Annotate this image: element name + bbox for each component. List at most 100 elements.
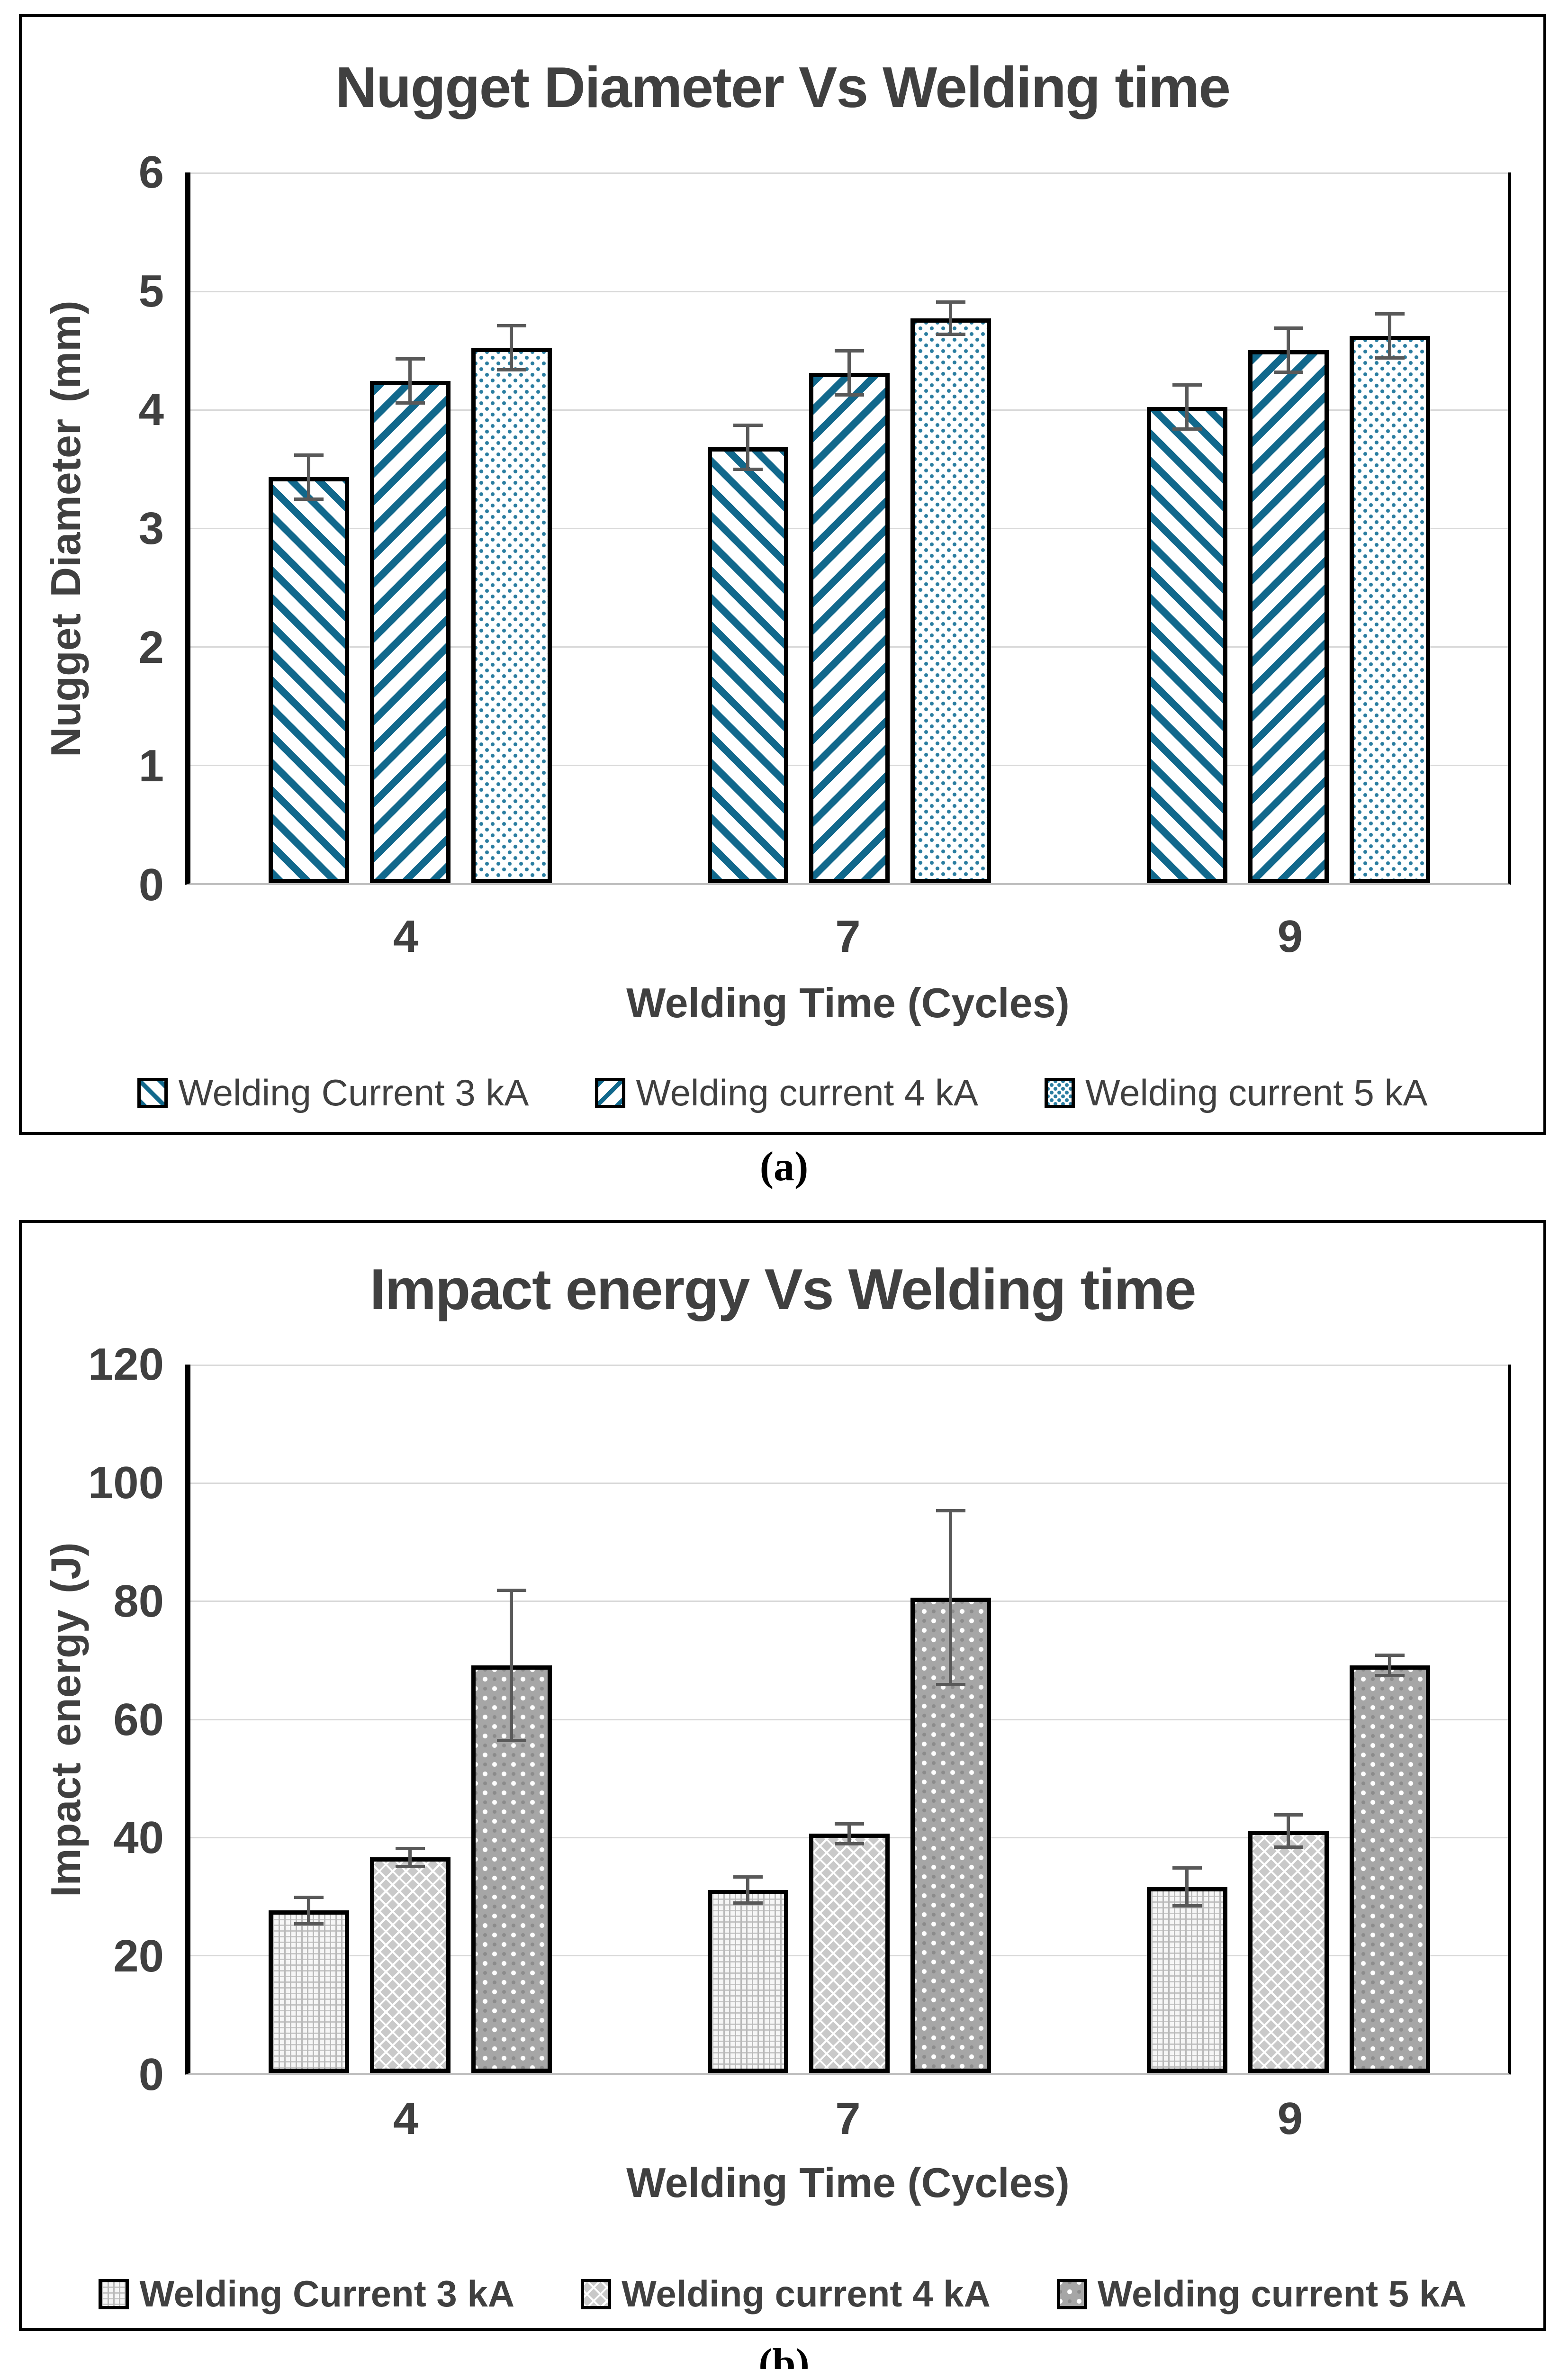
error-bar-cap-top	[936, 300, 965, 304]
bar-series3-time7	[910, 318, 991, 883]
category-group-9	[1069, 1365, 1508, 2073]
y-tick-label: 80	[113, 1575, 164, 1627]
bar-series3-time9	[1349, 1665, 1430, 2073]
error-bar-cap-top	[936, 1509, 965, 1513]
error-bar-cap-bottom	[936, 1682, 965, 1686]
bar-slot	[910, 172, 991, 883]
bar-series2-time4	[369, 381, 451, 883]
error-bar-cap-top	[395, 357, 425, 361]
error-bar-cap-top	[496, 324, 526, 327]
error-bar-stem	[1185, 383, 1189, 431]
bar-series1-time7	[707, 447, 788, 883]
error-bar	[834, 349, 864, 397]
error-bar-cap-bottom	[496, 368, 526, 371]
y-tick-label: 60	[113, 1694, 164, 1745]
error-bar-stem	[949, 1509, 952, 1686]
bar-slot	[1146, 172, 1227, 883]
error-bar-cap-bottom	[395, 401, 425, 405]
legend-label: Welding current 4 kA	[622, 2273, 991, 2315]
error-bar-stem	[746, 1875, 749, 1905]
error-bar-cap-bottom	[1273, 1845, 1303, 1849]
error-bar-stem	[949, 300, 952, 336]
legend-marker-stripes-down	[137, 1077, 168, 1108]
error-bar	[395, 1846, 425, 1868]
error-bar	[936, 300, 965, 336]
gridline	[190, 1365, 1508, 1366]
gridline	[190, 1718, 1508, 1720]
legend-item: Welding current 4 kA	[595, 1071, 978, 1114]
error-bar-cap-bottom	[936, 333, 965, 336]
category-group-4	[190, 172, 630, 883]
gridline	[190, 291, 1508, 292]
error-bar-cap-top	[1172, 1866, 1202, 1870]
error-bar	[733, 1875, 763, 1905]
bar-series3-time9	[1349, 336, 1430, 883]
category-group-7	[630, 172, 1069, 883]
y-tick-label: 20	[113, 1931, 164, 1982]
error-bar-cap-bottom	[294, 497, 324, 501]
x-tick-label: 7	[835, 911, 861, 962]
bar-slot	[707, 172, 788, 883]
bar-series2-time7	[809, 372, 890, 883]
legend-marker-polka	[1056, 2279, 1087, 2309]
error-bar-cap-bottom	[1273, 371, 1303, 374]
error-bar-stem	[307, 1896, 310, 1926]
error-bar-cap-top	[1273, 326, 1303, 330]
x-tick-label: 9	[1277, 911, 1303, 962]
bar-slot	[1349, 172, 1430, 883]
error-bar-cap-top	[1172, 383, 1202, 387]
bar-series3-time4	[471, 348, 552, 883]
error-bar-cap-bottom	[395, 1864, 425, 1868]
error-bar	[936, 1509, 965, 1686]
error-bar-cap-bottom	[733, 1901, 763, 1905]
chart-title-b: Impact energy Vs Welding time	[369, 1257, 1196, 1321]
error-bar-stem	[1388, 312, 1391, 360]
legend-a: Welding Current 3 kA Welding current 4 kA…	[22, 1071, 1543, 1114]
legend-item: Welding current 5 kA	[1044, 1071, 1428, 1114]
x-tick-label: 9	[1277, 2093, 1303, 2144]
error-bar-cap-top	[1375, 312, 1405, 316]
bar-series2-time9	[1248, 350, 1329, 883]
error-bar-cap-bottom	[733, 468, 763, 471]
x-axis-title-b: Welding Time (Cycles)	[626, 2159, 1070, 2206]
error-bar-cap-bottom	[294, 1922, 324, 1926]
error-bar-cap-top	[834, 349, 864, 353]
y-tick-label: 0	[138, 2049, 164, 2100]
bar-slot	[268, 172, 349, 883]
bar-groups	[190, 1365, 1508, 2073]
bar-series1-time9	[1146, 407, 1227, 883]
error-bar-stem	[408, 1846, 412, 1868]
error-bar	[1273, 326, 1303, 374]
error-bar	[834, 1822, 864, 1846]
gridline	[190, 1600, 1508, 1602]
x-tick-label: 7	[835, 2093, 861, 2144]
error-bar	[1375, 1654, 1405, 1678]
bar-slot	[471, 172, 552, 883]
legend-item: Welding current 4 kA	[581, 2272, 991, 2315]
y-tick-label: 40	[113, 1812, 164, 1863]
error-bar	[294, 1896, 324, 1926]
y-tick-label: 100	[88, 1457, 164, 1508]
bar-slot	[1146, 1365, 1227, 2073]
y-tick-label: 6	[138, 147, 164, 198]
legend-marker-diamond	[581, 2279, 612, 2309]
y-tick-label: 120	[88, 1339, 164, 1390]
error-bar-cap-top	[496, 1589, 526, 1592]
y-tick-label: 0	[138, 859, 164, 910]
x-axis-title-a: Welding Time (Cycles)	[626, 979, 1070, 1026]
error-bar-cap-bottom	[834, 393, 864, 397]
legend-label: Welding Current 3 kA	[139, 2273, 515, 2315]
bar-slot	[707, 1365, 788, 2073]
legend-label: Welding Current 3 kA	[178, 1072, 529, 1113]
x-tick-label: 4	[393, 911, 419, 962]
y-axis-ticks-b: 0 20 40 60 80 100 120	[74, 1339, 164, 2100]
error-bar	[395, 357, 425, 405]
error-bar-stem	[510, 324, 513, 371]
bar-series2-time4	[369, 1857, 451, 2073]
legend-label: Welding current 5 kA	[1085, 1072, 1428, 1113]
error-bar	[1172, 1866, 1202, 1908]
legend-item: Welding current 5 kA	[1056, 2272, 1467, 2315]
bar-groups	[190, 172, 1508, 883]
error-bar-stem	[746, 424, 749, 471]
caption-a: (a)	[759, 1144, 809, 1190]
